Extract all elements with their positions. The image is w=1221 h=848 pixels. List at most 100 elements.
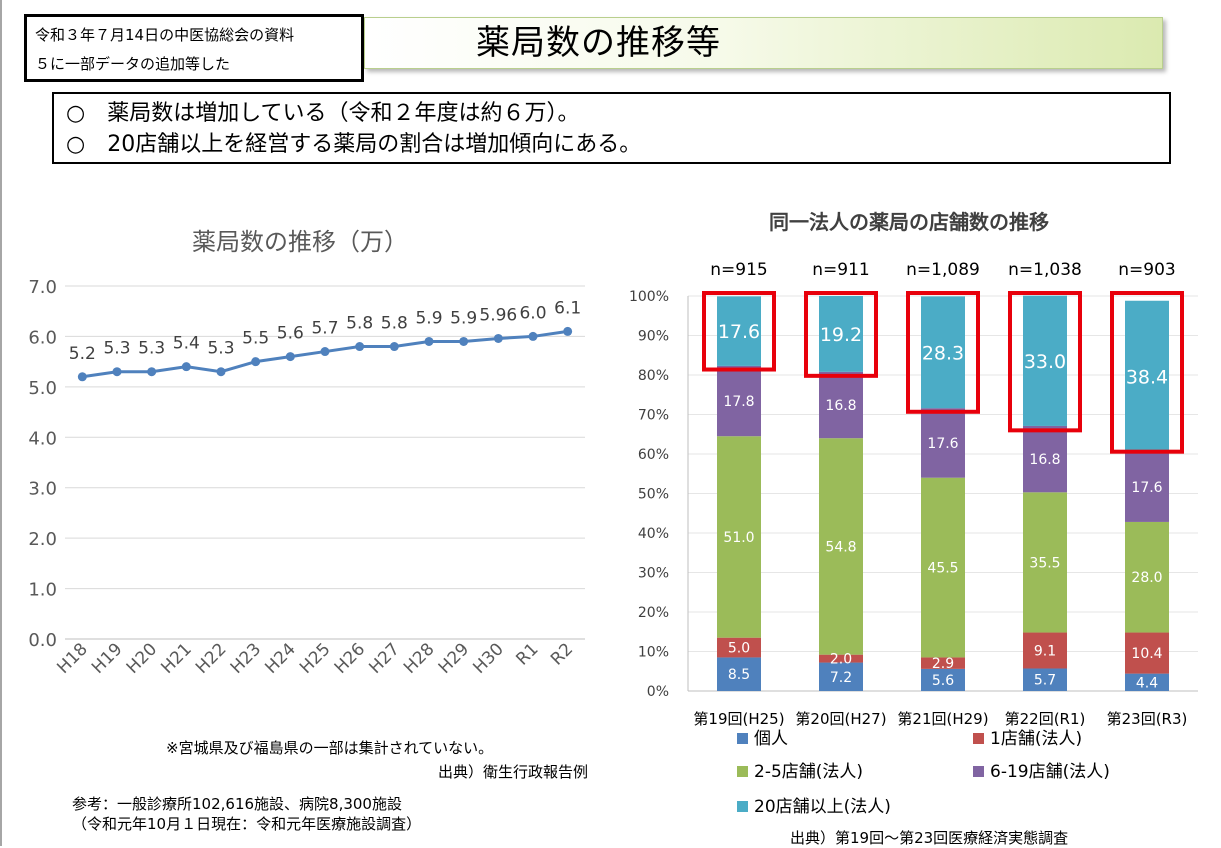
legend-swatch <box>973 766 984 777</box>
left-source: 出典）衛生行政報告例 <box>438 763 589 781</box>
bar-value-label: 9.1 <box>1034 644 1056 660</box>
sample-size-label: n=1,038 <box>1008 260 1082 280</box>
bar-value-label: 38.4 <box>1126 367 1168 389</box>
line-y-tick-label: 6.0 <box>28 327 57 348</box>
bar-data-labels: 8.55.051.017.817.67.22.054.816.819.25.62… <box>718 321 1168 691</box>
bar-segment <box>819 438 863 655</box>
legend-swatch <box>737 801 748 812</box>
bar-segment <box>921 657 965 669</box>
bar-value-label: 5.7 <box>1034 673 1056 689</box>
bar-value-label: 7.2 <box>830 670 852 686</box>
line-point <box>147 367 157 377</box>
line-x-tick-label: H23 <box>227 639 265 677</box>
bar-x-tick-label: 第21回(H29) <box>897 710 988 728</box>
left-footnote: ※宮城県及び福島県の一部は集計されていない。 <box>166 739 494 757</box>
sample-size-label: n=1,089 <box>906 260 980 280</box>
line-data-label: 5.2 <box>69 344 96 364</box>
bar-segment <box>819 296 863 372</box>
reference-line-1: 参考：一般診療所102,616施設、病院8,300施設 <box>72 795 402 813</box>
bar-value-label: 17.6 <box>1131 480 1162 496</box>
line-x-tick-label: H24 <box>261 639 299 677</box>
bar-segment <box>819 654 863 663</box>
line-point <box>77 372 87 382</box>
legend-swatch <box>737 766 748 777</box>
summary-bullet-1: ○ 薬局数は増加している（令和２年度は約６万）。 <box>66 101 580 126</box>
line-y-tick-label: 3.0 <box>28 479 57 500</box>
bar-value-label: 35.5 <box>1029 555 1060 571</box>
bar-value-label: 19.2 <box>820 324 862 346</box>
bar-segment <box>1125 452 1169 522</box>
bar-segment <box>1023 668 1067 691</box>
line-data-label: 5.7 <box>311 319 338 339</box>
bar-y-tick-label: 0% <box>647 684 669 700</box>
legend-label: 6-19店舗(法人) <box>990 762 1110 782</box>
bar-value-label: 17.6 <box>718 321 760 343</box>
line-point <box>251 357 261 367</box>
line-point <box>285 352 295 362</box>
bar-value-label: 51.0 <box>723 530 754 546</box>
line-data-label: 5.6 <box>277 324 304 344</box>
bar-value-label: 28.0 <box>1131 570 1162 586</box>
legend-label: 個人 <box>754 729 788 749</box>
bar-value-label: 16.8 <box>825 398 856 414</box>
right-source: 出典）第19回～第23回医療経済実態調査 <box>790 829 1069 847</box>
highlight-box <box>1008 291 1082 433</box>
line-point <box>389 342 399 352</box>
line-x-tick-label: H30 <box>469 639 507 677</box>
bar-segment <box>717 657 761 691</box>
bar-value-label: 33.0 <box>1024 351 1066 373</box>
line-x-tick-label: H19 <box>88 639 126 677</box>
bar-y-tick-label: 40% <box>638 526 669 542</box>
line-y-tick-label: 1.0 <box>28 580 57 601</box>
bar-value-label: 8.5 <box>728 667 750 683</box>
line-data-label: 5.3 <box>138 339 165 359</box>
line-data-label: 5.3 <box>207 339 234 359</box>
highlight-box <box>906 291 980 414</box>
line-point <box>181 362 191 372</box>
bar-value-label: 5.6 <box>932 673 954 689</box>
bar-value-label: 17.6 <box>927 436 958 452</box>
line-chart-title: 薬局数の推移（万） <box>192 228 408 256</box>
source-note-box: 令和３年７月14日の中医協総会の資料 ５に一部データの追加等した <box>24 14 364 82</box>
line-point <box>459 336 469 346</box>
bar-segment <box>819 371 863 439</box>
line-x-tick-label: H18 <box>53 639 91 677</box>
bar-value-label: 28.3 <box>922 342 964 364</box>
line-point <box>112 367 122 377</box>
bar-segment <box>717 296 761 366</box>
source-note-line2: ５に一部データの追加等した <box>35 55 231 73</box>
left-border-rule <box>0 0 2 846</box>
bar-segment <box>921 668 965 691</box>
reference-line-2: （令和元年10月１日現在：令和元年医療施設調査） <box>72 815 422 833</box>
bar-value-label: 45.5 <box>927 561 958 577</box>
summary-bullet-2: ○ 20店舗以上を経営する薬局の割合は増加傾向にある。 <box>66 132 642 157</box>
line-y-tick-label: 0.0 <box>28 630 57 651</box>
highlight-box <box>702 291 776 372</box>
bar-y-tick-label: 50% <box>638 487 669 503</box>
bar-segment <box>717 365 761 437</box>
pharmacy-count-line-chart: 薬局数の推移（万） 0.0 1.0 2.0 3.0 4.0 5.0 6.0 7.0 H18H1… <box>28 228 585 678</box>
line-data-label: 5.4 <box>173 334 200 354</box>
line-data-labels: 5.2 5.3 5.3 5.4 5.35.5 5.6 5.7 5.8 5.8 5.9 5.9 5.96… <box>69 298 581 363</box>
bar-y-tick-label: 70% <box>638 408 669 424</box>
bar-segment <box>717 436 761 638</box>
line-x-tick-label: H20 <box>123 639 161 677</box>
title-bar <box>364 17 1163 69</box>
bar-chart-x-axis: 第19回(H25) 第20回(H27) 第21回(H29) 第22回(R1) 第23回(… <box>693 710 1187 728</box>
sample-size-labels: n=915 n=911 n=1,089 n=1,038 n=903 <box>710 260 1175 280</box>
bar-value-label: 54.8 <box>825 539 856 555</box>
bar-segment <box>1125 632 1169 674</box>
bar-value-label: 10.4 <box>1131 646 1162 662</box>
line-x-tick-label: H28 <box>400 639 438 677</box>
bar-y-tick-label: 10% <box>638 645 669 661</box>
line-point <box>355 342 365 352</box>
source-note-line1: 令和３年７月14日の中医協総会の資料 <box>35 26 295 44</box>
bar-segment <box>717 637 761 658</box>
line-x-tick-label: H25 <box>296 639 334 677</box>
bar-value-label: 5.0 <box>728 641 750 657</box>
bar-x-tick-label: 第19回(H25) <box>693 710 784 728</box>
bar-chart-y-axis: 0% 10% 20% 30% 40% 50% 60% 70% 80% 90% 100% <box>629 289 669 700</box>
line-data-label: 5.3 <box>103 339 130 359</box>
line-x-tick-label: H29 <box>435 639 473 677</box>
bar-y-tick-label: 80% <box>638 368 669 384</box>
